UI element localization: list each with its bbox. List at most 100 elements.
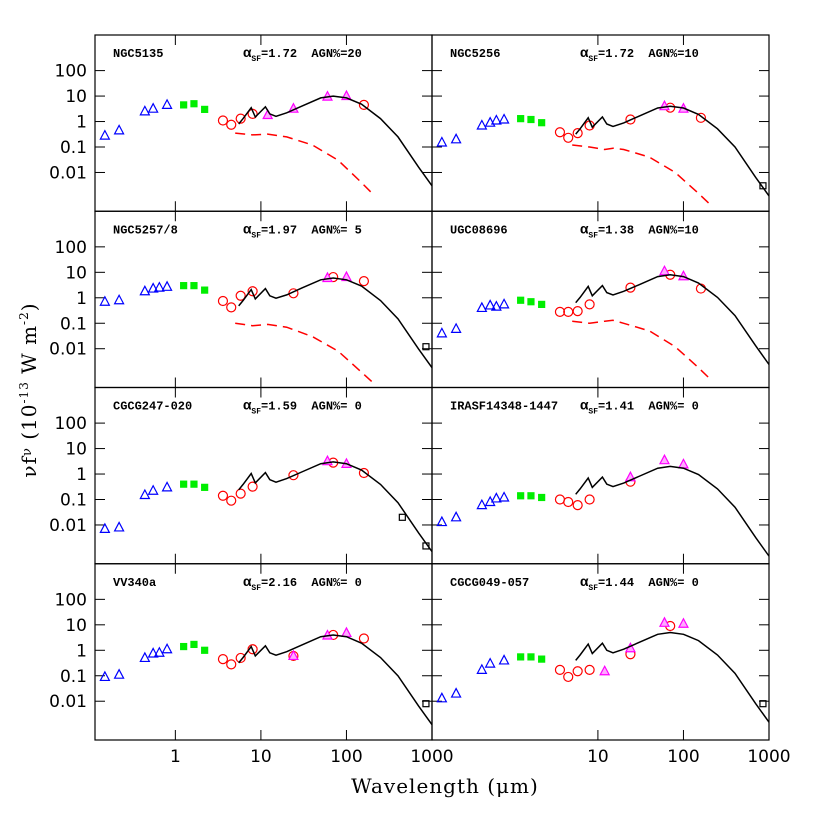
- y-axis-label-part: νf: [17, 455, 41, 477]
- x-tick-label: 100: [330, 747, 362, 767]
- marker-triangle: [147, 102, 159, 113]
- panel: 0.01 0.1 1 10 100 CGCG247-020 αSF=1.59 AGN%= 0: [49, 386, 433, 565]
- annotation-subscript: SF: [251, 231, 261, 240]
- marker-triangle: [677, 458, 689, 469]
- annotation-symbol: α: [243, 575, 252, 591]
- x-tick-label: 1: [170, 747, 181, 767]
- model-curve: [575, 274, 769, 365]
- marker-triangle: [161, 481, 173, 492]
- marker-triangle: [161, 280, 173, 291]
- panel-frame: [431, 386, 770, 565]
- y-tick-label: 100: [55, 590, 87, 610]
- y-tick-label: 0.1: [60, 138, 87, 158]
- marker-circle: [247, 286, 258, 297]
- marker-square: [190, 100, 198, 108]
- panel: 0.01 0.1 1 10 100 NGC5135 αSF=1.72 AGN%=20: [49, 34, 433, 212]
- marker-circle: [226, 495, 237, 506]
- y-tick-label: 1: [76, 113, 87, 133]
- marker-triangle: [139, 651, 151, 663]
- panel-label: CGCG049-057: [450, 576, 529, 590]
- marker-circle: [584, 664, 595, 675]
- marker-triangle: [113, 124, 125, 135]
- marker-square: [190, 640, 198, 649]
- marker-square: [527, 115, 535, 124]
- y-axis-label-part: ): [17, 302, 41, 311]
- marker-triangle: [658, 616, 670, 627]
- panel-label: NGC5135: [113, 47, 163, 61]
- marker-circle: [563, 671, 574, 683]
- y-tick-label: 1: [76, 465, 87, 485]
- y-tick-label: 10: [65, 616, 87, 636]
- panel: 0.01 0.1 1 10 100 NGC5257/8 αSF=1.97 AGN%= 5: [49, 210, 433, 389]
- panel-label: NGC5256: [450, 47, 500, 61]
- marker-circle: [584, 494, 595, 505]
- annotation-symbol: α: [243, 46, 252, 62]
- marker-triangle: [99, 295, 111, 306]
- marker-square: [527, 492, 535, 500]
- annotation-text: =2.16 AGN%= 0: [261, 576, 362, 590]
- marker-square: [180, 642, 188, 651]
- y-tick-label: 0.1: [60, 314, 87, 334]
- y-tick-label: 0.01: [49, 692, 87, 712]
- panel-label: UGC08696: [450, 223, 508, 237]
- y-tick-label: 0.01: [49, 163, 87, 183]
- marker-square: [422, 343, 430, 351]
- annotation-symbol: α: [580, 399, 589, 415]
- data: [436, 453, 769, 557]
- marker-triangle: [340, 626, 352, 638]
- data: [436, 616, 769, 723]
- model-curve: [575, 465, 769, 557]
- annotation-symbol: α: [580, 575, 589, 591]
- panel: IRASF14348-1447 αSF=1.41 AGN%= 0: [431, 386, 770, 565]
- marker-triangle: [436, 136, 448, 147]
- marker-triangle: [476, 301, 488, 313]
- annotation: αSF=2.16 AGN%= 0: [243, 575, 362, 593]
- data: [99, 270, 432, 383]
- y-tick-label: 0.01: [49, 340, 87, 360]
- marker-triangle: [599, 664, 611, 676]
- model-curve: [238, 95, 432, 187]
- annotation-symbol: α: [580, 222, 589, 238]
- y-tick-label: 100: [55, 414, 87, 434]
- model-curve: [235, 132, 373, 194]
- panel-label: IRASF14348-1447: [450, 400, 558, 414]
- marker-circle: [235, 488, 246, 499]
- marker-triangle: [498, 491, 510, 502]
- marker-triangle: [490, 492, 502, 503]
- panel: UGC08696 αSF=1.38 AGN%=10: [431, 210, 770, 389]
- y-axis-label-part: (10: [17, 404, 41, 448]
- annotation-symbol: α: [243, 399, 252, 415]
- marker-circle: [217, 295, 229, 307]
- marker-triangle: [658, 99, 670, 111]
- annotation: αSF=1.72 AGN%=10: [580, 46, 699, 64]
- model-curve: [572, 319, 710, 379]
- marker-triangle: [450, 511, 462, 522]
- marker-circle: [358, 276, 370, 287]
- annotation: αSF=1.59 AGN%= 0: [243, 399, 362, 417]
- model-curve: [572, 144, 710, 205]
- annotation-subscript: SF: [588, 408, 598, 417]
- y-tick-label: 0.01: [49, 516, 87, 536]
- marker-circle: [625, 282, 636, 293]
- marker-circle: [563, 306, 574, 317]
- panel-frame: [431, 563, 770, 741]
- annotation-subscript: SF: [588, 55, 598, 64]
- annotation-text: =1.38 AGN%=10: [598, 223, 699, 237]
- marker-square: [201, 646, 209, 654]
- annotation-subscript: SF: [588, 584, 598, 593]
- annotation-text: =1.59 AGN%= 0: [261, 400, 362, 414]
- marker-square: [538, 655, 546, 663]
- marker-triangle: [677, 617, 689, 628]
- marker-circle: [554, 127, 566, 138]
- marker-triangle: [450, 133, 462, 144]
- marker-circle: [226, 302, 237, 313]
- marker-triangle: [484, 657, 496, 668]
- model-curve: [238, 277, 432, 369]
- marker-triangle: [161, 98, 173, 109]
- panel: NGC5256 αSF=1.72 AGN%=10: [431, 34, 770, 212]
- marker-triangle: [450, 322, 462, 334]
- annotation: αSF=1.41 AGN%= 0: [580, 399, 699, 417]
- marker-square: [759, 700, 767, 708]
- annotation-subscript: SF: [588, 231, 598, 240]
